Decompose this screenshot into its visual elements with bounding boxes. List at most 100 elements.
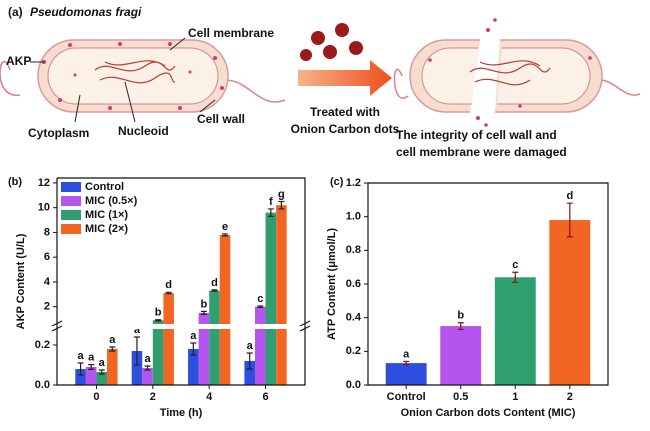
error-bar — [257, 305, 264, 309]
significance-label: a — [99, 357, 106, 369]
significance-label: c — [257, 293, 263, 305]
significance-label: a — [78, 350, 85, 362]
x-tick-label: 4 — [206, 391, 213, 403]
label: Nucleoid — [118, 124, 169, 138]
flagellum — [224, 79, 286, 103]
x-axis-title: Time (h) — [160, 407, 203, 419]
significance-label: d — [566, 190, 573, 202]
bar — [265, 212, 277, 385]
error-bar — [566, 202, 573, 238]
significance-label: a — [190, 330, 197, 342]
error-bar — [457, 322, 464, 331]
error-bar — [88, 364, 95, 370]
panel-label: (c) — [330, 176, 344, 188]
significance-label: b — [155, 307, 162, 319]
x-tick-label: 0 — [93, 391, 99, 403]
label: AKP — [6, 54, 31, 68]
error-bar — [403, 360, 410, 366]
bar — [440, 326, 482, 385]
legend-label: MIC (2×) — [85, 223, 128, 235]
y-tick-label: 0.0 — [35, 379, 50, 391]
akp-dots — [42, 42, 224, 110]
y-tick-label: 0.2 — [35, 339, 50, 351]
chart-c: Control a 0.5 b 1 c 2 d 0.0 0.2 0.4 0.6 0.8 1.0 1.2 Oni… — [326, 176, 609, 419]
x-tick-label: 1 — [512, 391, 518, 403]
flagellum — [599, 79, 641, 96]
error-bar — [278, 200, 285, 210]
bar — [131, 351, 143, 385]
x-tick-label: 6 — [262, 391, 268, 403]
bar — [142, 368, 153, 385]
x-tick-label: 2 — [567, 391, 573, 403]
y-tick-label: 1.2 — [346, 177, 361, 189]
label: Cell wall — [197, 112, 245, 126]
diagram: (a) Pseudomonas fragi AKP Cell membrane … — [0, 5, 641, 159]
y-tick-label: 12 — [38, 177, 50, 189]
flagellum — [0, 61, 21, 96]
bar — [75, 369, 86, 385]
y-tick-label: 1.0 — [346, 211, 361, 223]
y-axis-title: ATP Content (μmol/L) — [326, 228, 338, 340]
significance-label: c — [512, 259, 518, 271]
legend-swatch — [61, 224, 81, 234]
significance-label: d — [211, 277, 218, 289]
result: cell membrane were damaged — [396, 145, 567, 159]
axis-break — [51, 324, 311, 329]
significance-label: b — [201, 298, 208, 310]
significance-label: a — [88, 352, 95, 364]
bar — [198, 312, 210, 385]
leader — [74, 94, 81, 123]
y-tick-label: 0.8 — [346, 244, 361, 256]
legend-swatch — [61, 182, 81, 192]
legend-swatch — [61, 196, 81, 206]
arrow — [298, 60, 392, 96]
cell-membrane — [47, 47, 219, 105]
y-axis-title: AKP Content (U/L) — [15, 233, 27, 329]
x-axis-title: Onion Carbon dots Content (MIC) — [401, 407, 576, 419]
frame — [56, 177, 306, 386]
y-tick-label: 0.2 — [346, 345, 361, 357]
bar — [96, 372, 108, 385]
y-tick-label: 6 — [44, 251, 50, 263]
significance-label: a — [134, 324, 141, 336]
significance-label: a — [403, 348, 410, 360]
significance-label: a — [247, 340, 254, 352]
legend-label: MIC (1×) — [85, 209, 128, 221]
error-bar — [512, 271, 519, 283]
result: The integrity of cell wall and — [396, 128, 557, 142]
error-bar — [98, 369, 105, 375]
legend-label: Control — [85, 181, 124, 193]
flagellum — [393, 68, 409, 99]
error-bar — [133, 336, 140, 366]
error-bar — [267, 208, 274, 217]
y-tick-label: 0.4 — [346, 312, 362, 324]
significance-label: g — [278, 188, 285, 200]
bar — [152, 320, 164, 385]
error-bar — [190, 342, 197, 356]
significance-label: d — [165, 279, 172, 291]
label: Cytoplasm — [28, 126, 89, 140]
cell-membrane-damaged — [421, 47, 591, 105]
bar — [385, 363, 427, 385]
error-bar — [144, 365, 151, 371]
legend-label: MIC (0.5×) — [85, 195, 138, 207]
error-bar — [246, 352, 253, 370]
significance-label: e — [222, 221, 228, 233]
significance-label: a — [109, 334, 116, 346]
bar — [188, 349, 199, 385]
y-tick-label: 10 — [38, 202, 50, 214]
treatment: Treated with — [310, 105, 380, 119]
significance-label: f — [269, 196, 273, 208]
carbon-dots — [300, 23, 363, 61]
significance-label: b — [457, 310, 464, 322]
leader — [169, 37, 186, 51]
bar — [163, 293, 174, 385]
error-bar — [109, 346, 116, 352]
error-bar — [222, 233, 229, 237]
legend-swatch — [61, 210, 81, 220]
leader — [124, 81, 136, 123]
error-bar — [200, 310, 207, 315]
bar — [219, 234, 231, 385]
organism: Pseudomonas fragi — [30, 5, 142, 19]
